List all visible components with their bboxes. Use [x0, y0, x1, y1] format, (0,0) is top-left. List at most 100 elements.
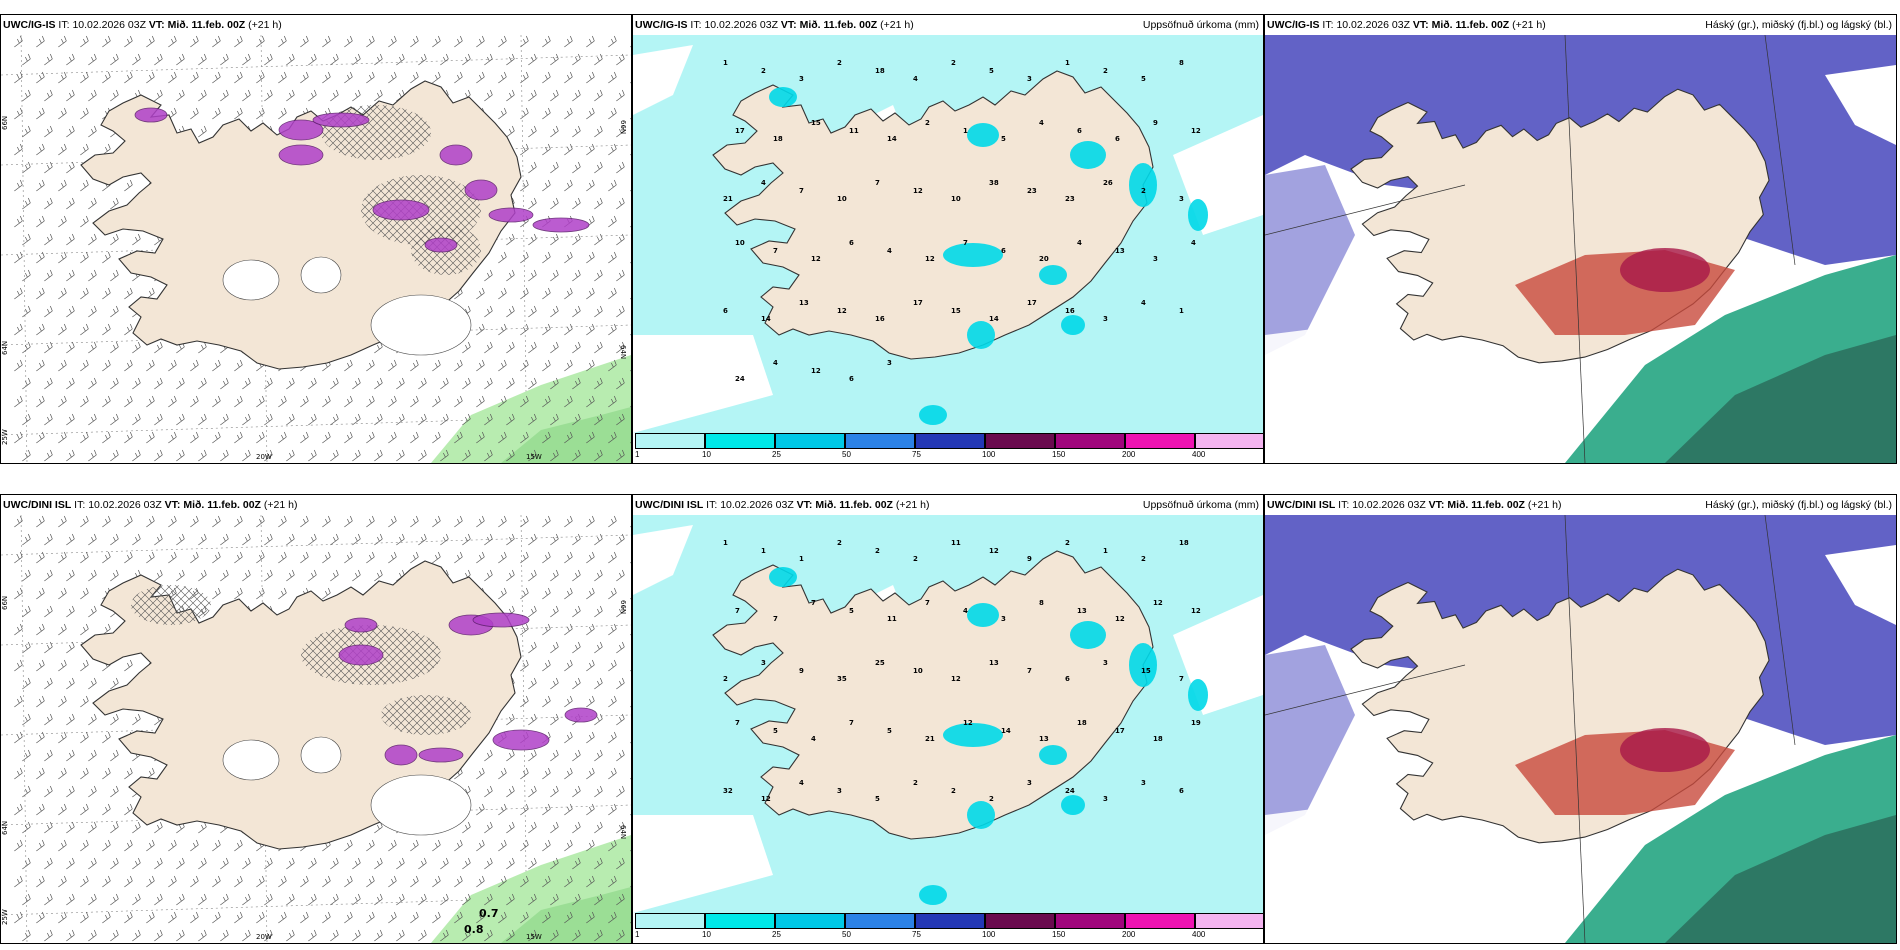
map-panel-bottom-middle: UWC/DINI ISL IT: 10.02.2026 03Z VT: Mið.…: [632, 494, 1264, 944]
glacier: [222, 259, 280, 301]
colorbar-swatch: [1125, 433, 1195, 449]
precip-value-label: 13: [989, 659, 999, 667]
colorbar-tick-label: 25: [772, 450, 781, 459]
colorbar-swatch: [845, 913, 915, 929]
panel-header: UWC/IG-IS IT: 10.02.2026 03Z VT: Mið. 11…: [633, 15, 1263, 35]
precip-value-label: 6: [849, 375, 854, 383]
precip-value-label: 1: [1103, 547, 1108, 555]
precip-value-label: 14: [1001, 727, 1011, 735]
precip-value-label: 7: [849, 719, 854, 727]
colorbar-tick-label: 150: [1052, 450, 1066, 459]
clear-sky-area: [1825, 545, 1896, 625]
precip-blob: [967, 321, 995, 349]
precip-value-label: 4: [811, 735, 816, 743]
precip-value-label: 12: [1115, 615, 1125, 623]
precip-value-label: 14: [761, 315, 771, 323]
axis-tick-label: 15W: [526, 453, 542, 461]
high-cloud-layer: [1265, 645, 1355, 835]
vt-label: VT:: [796, 499, 813, 511]
snow-accumulation-patch: [492, 729, 550, 751]
snow-hatch-area: [131, 585, 211, 625]
precip-value-label: 6: [1179, 787, 1184, 795]
precip-value-label: 1: [723, 59, 728, 67]
cloud-cover-map: [1265, 515, 1896, 943]
precip-value-label: 9: [1153, 119, 1158, 127]
colorbar-swatch: [915, 913, 985, 929]
snow-accumulation-patch: [278, 119, 324, 141]
precip-value-label: 7: [773, 247, 778, 255]
precip-value-label: 4: [1077, 239, 1082, 247]
precip-value-label: 4: [1039, 119, 1044, 127]
colorbar-tick-label: 100: [982, 930, 996, 939]
it-value: 10.02.2026 03Z: [72, 19, 146, 31]
precip-value-label: 23: [1065, 195, 1075, 203]
precip-value-label: 3: [887, 359, 892, 367]
lead-time: (+21 h): [895, 499, 930, 511]
colorbar-swatch: [1125, 913, 1195, 929]
precip-value-label: 7: [811, 599, 816, 607]
axis-tick-label: 20W: [256, 453, 272, 461]
precip-value-label: 6: [723, 307, 728, 315]
lead-time: (+21 h): [263, 499, 298, 511]
colorbar-swatch: [1195, 913, 1263, 929]
precip-value-label: 11: [951, 539, 961, 547]
precip-value-label: 15: [1141, 667, 1151, 675]
precip-value-label: 16: [1065, 307, 1075, 315]
colorbar-tick-label: 75: [912, 450, 921, 459]
mid-cloud-layer-dense: [1665, 815, 1896, 943]
lead-time: (+21 h): [248, 19, 282, 31]
precip-value-label: 16: [875, 315, 885, 323]
precip-value-label: 10: [735, 239, 745, 247]
axis-tick-label: 66N: [1, 596, 9, 610]
axis-tick-label: 64N: [619, 345, 627, 359]
precip-value-label: 8: [1179, 59, 1184, 67]
precip-value-label: 18: [1179, 539, 1189, 547]
model-name: UWC/IG-IS: [1267, 19, 1320, 31]
precip-value-label: 3: [1103, 659, 1108, 667]
vt-value: Mið. 11.feb. 00Z: [1447, 499, 1525, 511]
colorbar-swatch: [775, 433, 845, 449]
panel-right-title: Uppsöfnuð úrkoma (mm): [1142, 19, 1259, 31]
axis-tick-label: 66N: [619, 600, 627, 614]
precip-value-label: 2: [1141, 555, 1146, 563]
colorbar-tick-label: 50: [842, 450, 851, 459]
precip-value-label: 12: [811, 255, 821, 263]
colorbar-swatch: [1055, 913, 1125, 929]
vt-label: VT:: [780, 19, 797, 31]
model-name: UWC/DINI ISL: [1267, 499, 1336, 511]
precip-blob: [1070, 141, 1106, 169]
precip-value-label: 3: [837, 787, 842, 795]
precip-value-label: 7: [735, 719, 740, 727]
precip-value-label: 13: [1115, 247, 1125, 255]
precip-blob: [919, 885, 947, 905]
colorbar-tick-label: 10: [702, 930, 711, 939]
precip-value-label: 18: [1153, 735, 1163, 743]
model-name: UWC/DINI ISL: [3, 499, 72, 511]
panel-right-title: Uppsöfnuð úrkoma (mm): [1142, 499, 1259, 511]
precip-blob: [967, 123, 999, 147]
precip-value-label: 8: [1039, 599, 1044, 607]
vt-value: Mið. 11.feb. 00Z: [183, 499, 261, 511]
panel-header: UWC/IG-IS IT: 10.02.2026 03Z VT: Mið. 11…: [1, 15, 631, 35]
precip-value-label: 10: [951, 195, 961, 203]
precip-value-label: 3: [1141, 779, 1146, 787]
it-value: 10.02.2026 03Z: [1336, 19, 1410, 31]
low-cloud-core: [1620, 728, 1710, 772]
precip-value-label: 7: [1179, 675, 1184, 683]
axis-tick-label: 64N: [619, 825, 627, 839]
precip-value-label: 2: [837, 59, 842, 67]
model-name: UWC/IG-IS: [635, 19, 688, 31]
precip-value-label: 2: [913, 779, 918, 787]
latitude-line: [1, 54, 631, 76]
colorbar-swatch: [1055, 433, 1125, 449]
colorbar-tick-label: 100: [982, 450, 996, 459]
vt-label: VT:: [148, 19, 165, 31]
precip-value-label: 1: [723, 539, 728, 547]
precip-blob: [943, 723, 1003, 747]
snow-accumulation-patch: [439, 144, 473, 166]
precip-value-label: 2: [925, 119, 930, 127]
precipitation-map: 1232184253125817181511142154669122147107…: [633, 35, 1263, 433]
precip-value-label: 15: [951, 307, 961, 315]
precip-value-label: 9: [1027, 555, 1032, 563]
precip-blob: [1039, 745, 1067, 765]
